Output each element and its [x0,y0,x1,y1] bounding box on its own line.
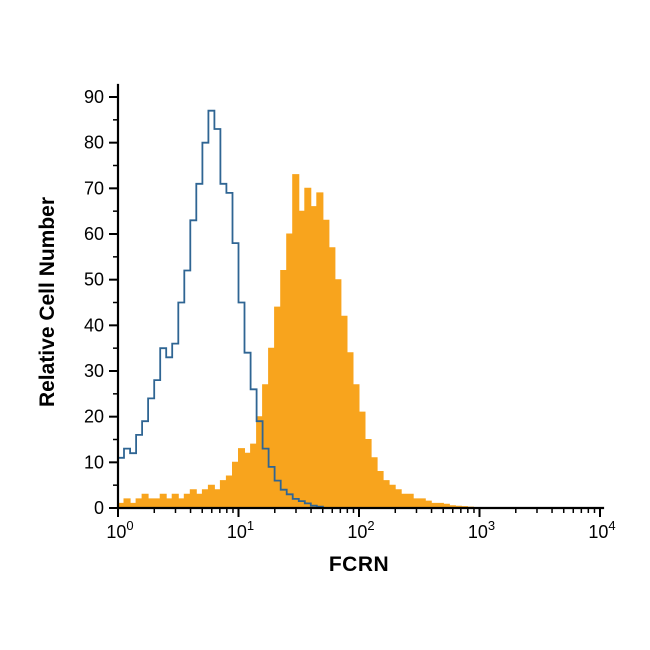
y-tick-label: 90 [84,87,104,107]
x-tick-label: 101 [227,518,254,542]
y-tick-label: 80 [84,133,104,153]
y-tick-label: 70 [84,178,104,198]
y-tick-label: 20 [84,407,104,427]
y-tick-label: 40 [84,315,104,335]
y-tick-label: 30 [84,361,104,381]
x-axis-title: FCRN [328,553,390,576]
y-tick-label: 10 [84,452,104,472]
y-tick-label: 50 [84,270,104,290]
y-axis-title: Relative Cell Number [36,196,59,408]
x-tick-label: 100 [106,518,133,542]
x-tick-label: 102 [347,518,374,542]
x-tick-label: 103 [468,518,495,542]
x-tick-label: 104 [588,518,615,542]
y-tick-label: 0 [94,498,104,518]
y-tick-label: 60 [84,224,104,244]
open-blue-histogram [117,109,329,509]
filled-orange-histogram [117,174,486,509]
